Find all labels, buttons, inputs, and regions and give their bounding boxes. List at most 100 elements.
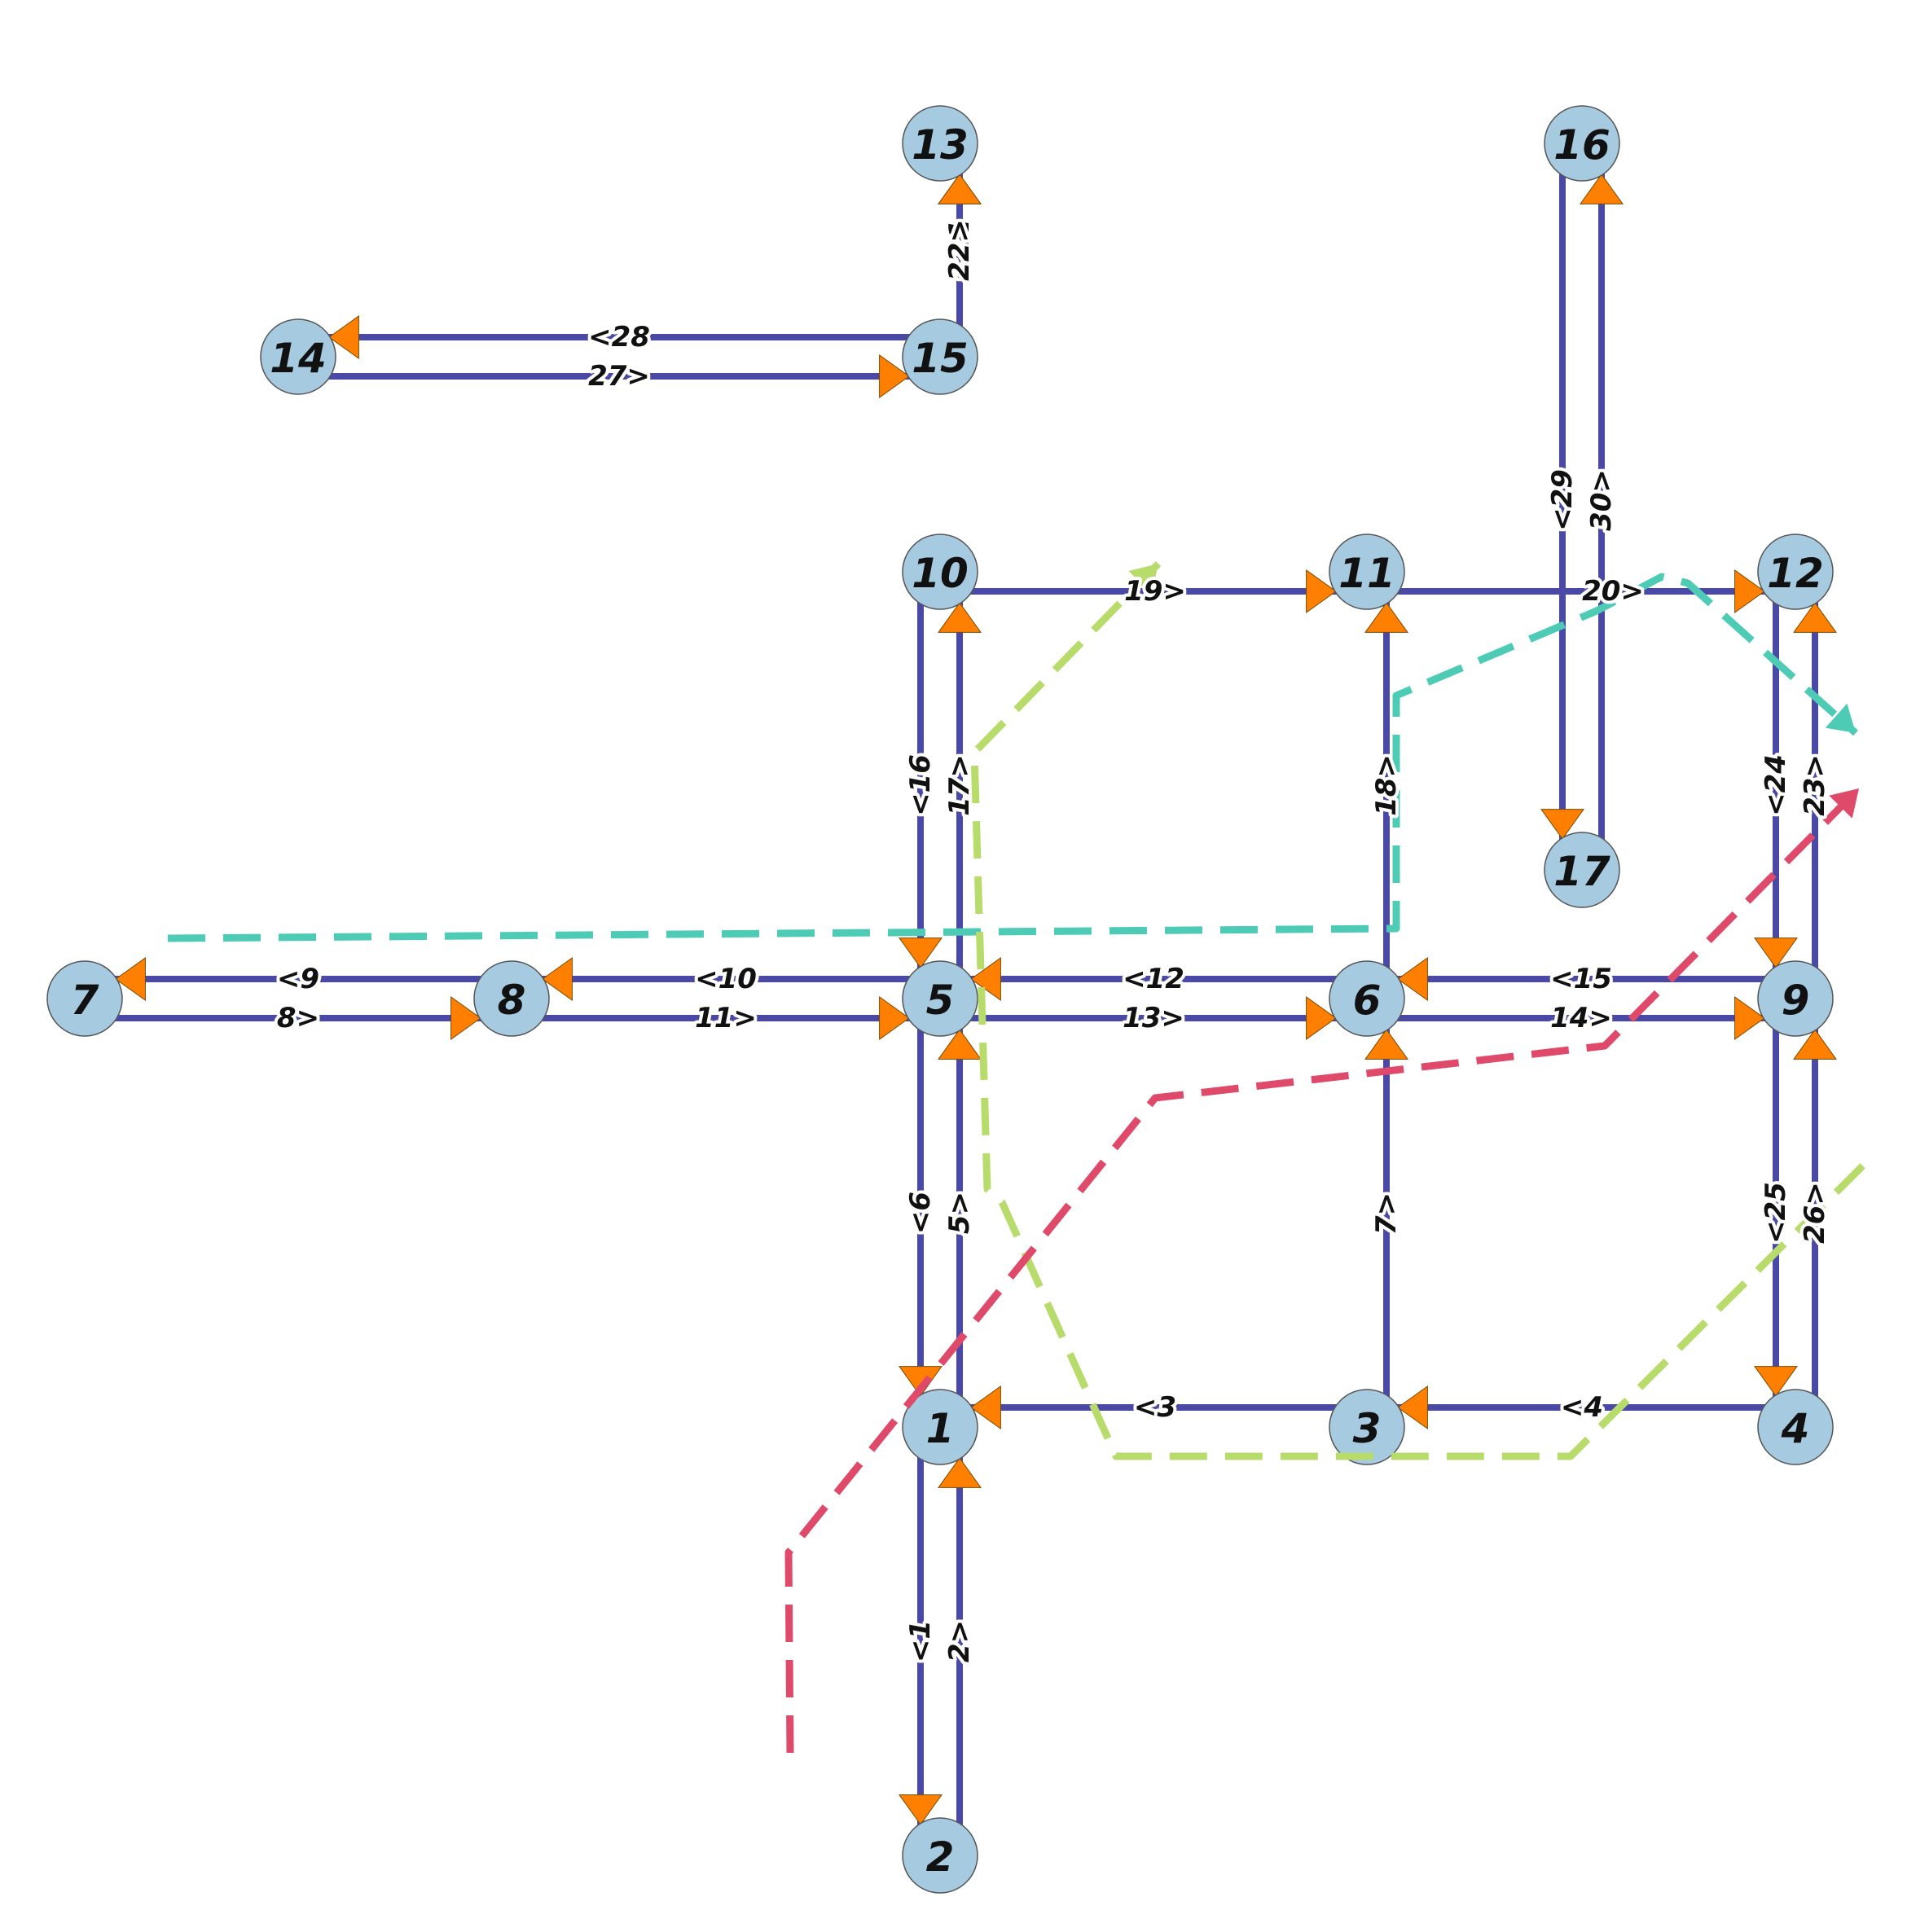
link-label-9: <9: [277, 963, 319, 995]
node-3[interactable]: 3: [1329, 1389, 1405, 1465]
link-arrowhead-18: [1364, 602, 1408, 633]
node-circle: [1329, 1389, 1405, 1465]
link-label-13: 13>: [1123, 1002, 1184, 1034]
link-label-11: 11>: [695, 1002, 757, 1034]
node-5[interactable]: 5: [902, 960, 978, 1037]
node-circle: [902, 1389, 978, 1465]
node-16[interactable]: 16: [1544, 105, 1620, 182]
link-label-14: 14>: [1550, 1002, 1612, 1034]
node-label: 1: [926, 1405, 955, 1452]
link-arrowhead-7: [1364, 1029, 1408, 1060]
node-7[interactable]: 7: [46, 960, 123, 1037]
node-label: 6: [1353, 977, 1382, 1024]
node-11[interactable]: 11: [1329, 533, 1405, 610]
route-path: [167, 573, 1858, 942]
link-label-7: 7>: [1370, 1192, 1403, 1235]
link-arrowhead-11: [879, 996, 910, 1040]
link-arrowhead-13: [1306, 996, 1337, 1040]
node-13[interactable]: 13: [902, 105, 978, 182]
node-label: 4: [1781, 1405, 1810, 1452]
node-circle: [1757, 533, 1834, 610]
node-label: 15: [912, 335, 969, 382]
node-label: 10: [912, 550, 969, 597]
link-arrowhead-1: [899, 1794, 943, 1825]
node-circle: [902, 1817, 978, 1894]
arrows-layer: [115, 173, 1837, 1825]
node-circle: [46, 960, 123, 1037]
link-label-4: <4: [1561, 1391, 1603, 1424]
route-path: [970, 560, 1869, 1460]
node-circle: [902, 960, 978, 1037]
link-label-27: 27>: [588, 360, 650, 393]
node-circle: [1757, 960, 1834, 1037]
link-label-28: <28: [588, 321, 650, 353]
link-label-19: 19>: [1124, 575, 1186, 608]
link-label-26: 26>: [1799, 1182, 1831, 1244]
node-label: 13: [912, 121, 969, 169]
link-label-30: 30>: [1585, 469, 1618, 531]
link-arrowhead-26: [1793, 1029, 1837, 1060]
link-arrowhead-24: [1754, 937, 1798, 968]
link-label-17: 17>: [943, 754, 976, 816]
link-arrowhead-20: [1734, 569, 1765, 613]
node-15[interactable]: 15: [902, 318, 978, 395]
node-8[interactable]: 8: [473, 960, 550, 1037]
node-circle: [902, 105, 978, 182]
link-arrowhead-17: [938, 602, 982, 633]
node-circle: [473, 960, 550, 1037]
node-circle: [1757, 1389, 1834, 1465]
node-14[interactable]: 14: [260, 318, 336, 395]
node-4[interactable]: 4: [1757, 1389, 1834, 1465]
link-label-6: <6: [904, 1192, 937, 1234]
link-arrowhead-27: [879, 354, 910, 398]
link-arrowhead-9: [115, 957, 146, 1001]
node-6[interactable]: 6: [1329, 960, 1405, 1037]
link-arrowhead-10: [542, 957, 573, 1001]
link-arrowhead-25: [1754, 1366, 1798, 1397]
node-circle: [902, 318, 978, 395]
route-arrowhead: [1128, 564, 1158, 594]
route-arrowhead: [1829, 788, 1859, 819]
node-circle: [1544, 105, 1620, 182]
link-arrowhead-15: [1397, 957, 1428, 1001]
link-label-24: <24: [1760, 754, 1792, 816]
link-arrowhead-19: [1306, 569, 1337, 613]
node-label: 16: [1553, 121, 1610, 169]
link-label-29: <29: [1546, 469, 1579, 531]
link-label-15: <15: [1550, 963, 1612, 995]
route-red: [784, 785, 1862, 1754]
node-2[interactable]: 2: [902, 1817, 978, 1894]
node-12[interactable]: 12: [1757, 533, 1834, 610]
node-label: 5: [926, 977, 955, 1024]
node-9[interactable]: 9: [1757, 960, 1834, 1037]
link-label-8: 8>: [277, 1002, 319, 1034]
link-arrowhead-3: [970, 1385, 1001, 1429]
link-arrowhead-12: [970, 957, 1001, 1001]
route-green: [970, 560, 1869, 1460]
node-17[interactable]: 17: [1544, 832, 1620, 908]
link-label-20: 20>: [1582, 575, 1644, 608]
node-label: 7: [71, 977, 99, 1024]
link-arrowhead-30: [1580, 173, 1624, 204]
node-label: 3: [1353, 1405, 1382, 1452]
link-label-5: 5>: [943, 1192, 976, 1234]
link-arrowhead-23: [1793, 602, 1837, 633]
link-label-12: <12: [1123, 963, 1184, 995]
node-circle: [260, 318, 336, 395]
link-label-3: <3: [1134, 1391, 1176, 1424]
node-label: 17: [1553, 848, 1610, 895]
node-circle: [1544, 832, 1620, 908]
node-circle: [902, 533, 978, 610]
node-1[interactable]: 1: [902, 1389, 978, 1465]
node-circle: [1329, 533, 1405, 610]
node-circle: [1329, 960, 1405, 1037]
routes-layer: [167, 560, 1869, 1754]
link-label-16: <16: [904, 754, 937, 816]
node-10[interactable]: 10: [902, 533, 978, 610]
node-label: 2: [926, 1833, 955, 1881]
links-layer: [85, 143, 1818, 1855]
link-label-21: <21: [943, 219, 976, 281]
route-arrowhead: [1825, 703, 1856, 733]
link-label-22: 22>: [943, 219, 976, 281]
